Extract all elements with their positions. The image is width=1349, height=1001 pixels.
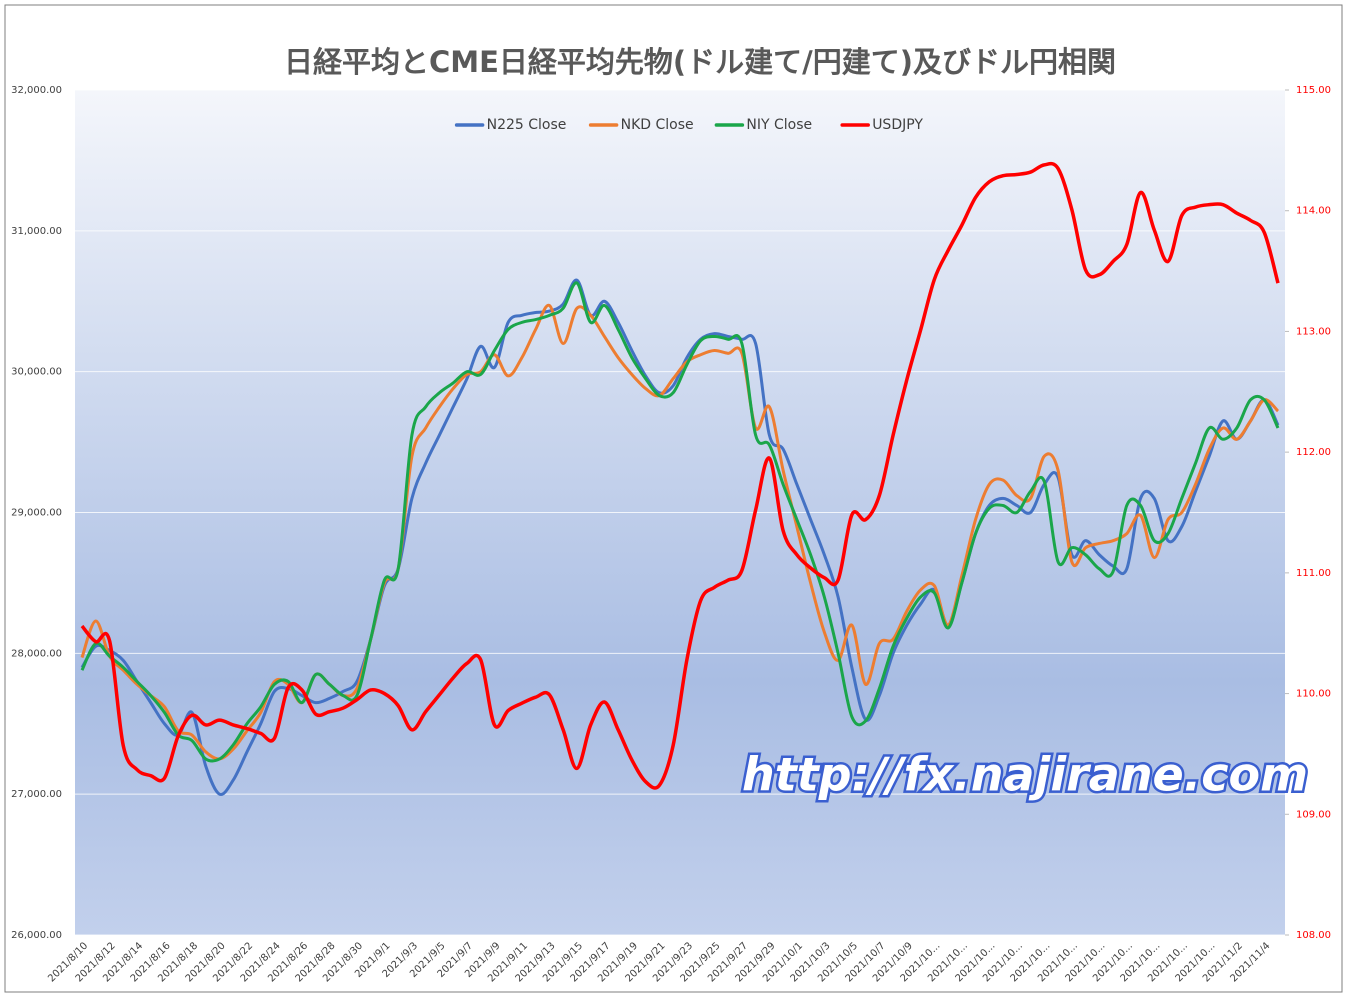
series-line: [80, 281, 1280, 763]
y2-tick-label: 112.00: [1296, 447, 1331, 458]
y-tick-label: 32,000.00: [11, 85, 62, 96]
y2-tick-label: 113.00: [1296, 326, 1331, 337]
y-tick-label: 31,000.00: [11, 226, 62, 237]
series-line: [80, 161, 1280, 790]
legend-label: USDJPY: [872, 117, 923, 133]
y-tick-label: 30,000.00: [11, 367, 62, 378]
y-tick-label: 29,000.00: [11, 508, 62, 519]
y-tick-label: 28,000.00: [11, 648, 62, 659]
y2-tick-label: 115.00: [1296, 85, 1331, 96]
legend-label: NIY Close: [746, 117, 812, 133]
y2-tick-label: 109.00: [1296, 809, 1331, 820]
y-tick-label: 27,000.00: [11, 789, 62, 800]
legend-label: NKD Close: [621, 117, 694, 133]
y2-tick-label: 108.00: [1296, 930, 1331, 941]
y2-tick-label: 111.00: [1296, 568, 1331, 579]
legend-label: N225 Close: [487, 117, 567, 133]
y-tick-label: 26,000.00: [11, 930, 62, 941]
chart-title: 日経平均とCME日経平均先物(ドル建て/円建て)及びドル円相関: [284, 45, 1116, 79]
y2-tick-label: 114.00: [1296, 206, 1331, 217]
y2-tick-label: 110.00: [1296, 689, 1331, 700]
watermark: http://fx.najirane.com: [742, 748, 1308, 802]
